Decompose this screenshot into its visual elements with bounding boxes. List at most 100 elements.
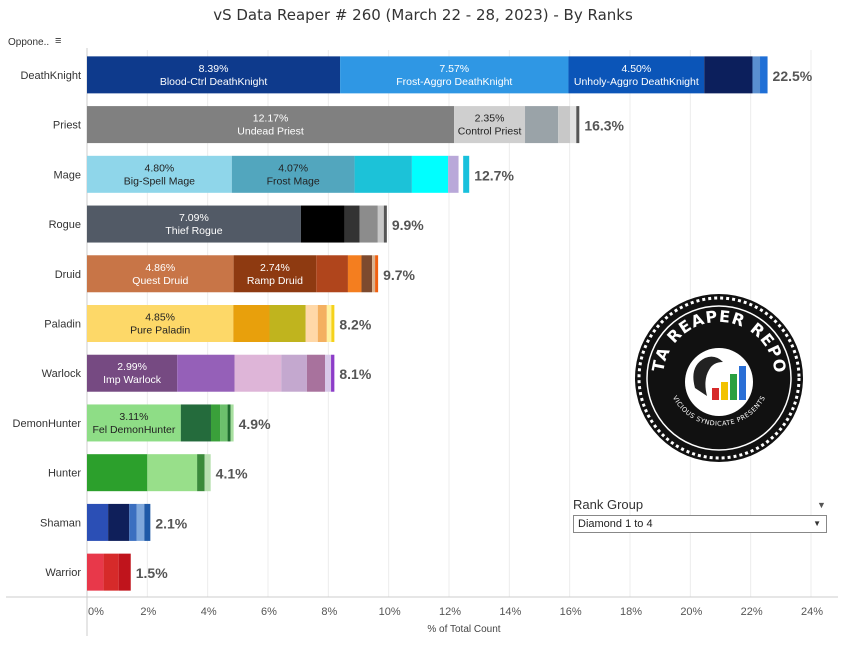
x-tick-label: 0% [88, 606, 104, 618]
bar-segment [87, 106, 455, 144]
class-total-label: 9.9% [392, 217, 424, 233]
bar-segment [361, 255, 373, 293]
class-label: Priest [53, 120, 81, 132]
class-label: Hunter [48, 468, 81, 480]
class-total-label: 4.9% [239, 416, 271, 432]
x-tick-label: 12% [439, 606, 461, 618]
bar-segment [180, 404, 211, 442]
class-label: Rogue [49, 219, 81, 231]
segment-value-label: 8.39% [199, 63, 229, 75]
bar-segment [752, 56, 761, 94]
sort-field-label[interactable]: Oppone.. [8, 37, 50, 48]
x-tick-label: 22% [741, 606, 763, 618]
x-tick-label: 2% [140, 606, 156, 618]
segment-value-label: 7.57% [439, 63, 469, 75]
rank-group-select[interactable]: Diamond 1 to 4 ▼ [573, 515, 827, 533]
bar-segment [354, 155, 412, 193]
bar-segment [87, 155, 232, 193]
bar-segment [144, 503, 151, 541]
segment-archetype-label: Undead Priest [237, 126, 304, 138]
bar-segment [87, 503, 109, 541]
class-total-label: 9.7% [383, 267, 415, 283]
class-label: Warlock [42, 368, 82, 380]
segment-value-label: 7.09% [179, 212, 209, 224]
bar-segment [305, 305, 318, 342]
segment-archetype-label: Frost Mage [267, 175, 320, 187]
segment-archetype-label: Pure Paladin [130, 325, 190, 337]
bar-segment [231, 155, 355, 193]
rank-group-menu-arrow-icon[interactable]: ▼ [817, 500, 826, 510]
bar-segment [108, 503, 130, 541]
segment-value-label: 4.85% [145, 312, 175, 324]
bar-segment [197, 454, 205, 492]
bar-segment [383, 205, 387, 243]
class-total-label: 1.5% [136, 565, 168, 581]
bar-segment [87, 56, 341, 94]
class-label: Paladin [44, 319, 81, 331]
bar-segment [458, 155, 464, 193]
segment-archetype-label: Big-Spell Mage [124, 175, 195, 187]
bar-segment [210, 404, 221, 442]
segment-value-label: 2.74% [260, 262, 290, 274]
bar-segment [372, 255, 376, 293]
bar-segment [359, 205, 378, 243]
segment-value-label: 12.17% [253, 113, 289, 125]
bar-segment [233, 255, 317, 293]
segment-value-label: 4.07% [278, 162, 308, 174]
bar-segment [306, 354, 326, 392]
bar-segment [87, 404, 181, 442]
bar-segment [454, 106, 526, 144]
class-label: DeathKnight [20, 70, 81, 82]
x-tick-label: 20% [680, 606, 702, 618]
bar-segment [331, 354, 335, 392]
dropdown-caret-icon: ▼ [813, 519, 821, 528]
segment-archetype-label: Quest Druid [132, 275, 188, 287]
segment-archetype-label: Imp Warlock [103, 374, 162, 386]
bar-segment [234, 354, 282, 392]
bar-segment [576, 106, 580, 144]
bar-segment [103, 553, 119, 591]
sort-icon[interactable]: ≡ [55, 35, 62, 47]
bar-segment [87, 255, 234, 293]
class-total-label: 4.1% [216, 466, 248, 482]
segment-value-label: 3.11% [119, 411, 148, 423]
segment-value-label: 2.35% [475, 113, 505, 125]
class-total-label: 8.1% [339, 366, 371, 382]
class-total-label: 12.7% [474, 167, 514, 183]
bar-segment [227, 404, 231, 442]
segment-value-label: 4.86% [145, 262, 175, 274]
class-label: DemonHunter [13, 418, 82, 430]
bar-segment [300, 205, 345, 243]
bar-segment [448, 155, 459, 193]
bar-segment [558, 106, 571, 144]
x-tick-label: 8% [321, 606, 337, 618]
x-axis-label: % of Total Count [427, 624, 500, 635]
chart-title: vS Data Reaper # 260 (March 22 - 28, 202… [213, 6, 633, 24]
bar-segment [568, 56, 705, 94]
bar-segment [347, 255, 362, 293]
class-label: Warrior [45, 567, 81, 579]
class-label: Mage [53, 169, 81, 181]
class-total-label: 16.3% [584, 118, 624, 134]
bar-segment [331, 305, 335, 342]
segment-archetype-label: Ramp Druid [247, 275, 303, 287]
x-tick-label: 6% [261, 606, 277, 618]
segment-value-label: 4.50% [621, 63, 651, 75]
class-label: Druid [55, 269, 81, 281]
segment-archetype-label: Thief Rogue [165, 225, 222, 237]
bar-segment [136, 503, 145, 541]
bar-segment [760, 56, 768, 94]
x-tick-label: 14% [499, 606, 521, 618]
bar-segment [129, 503, 137, 541]
segment-archetype-label: Frost-Aggro DeathKnight [396, 76, 512, 88]
bar-segment [704, 56, 753, 94]
bar-segment [317, 305, 327, 342]
bar-segment [87, 305, 234, 342]
bar-segment [340, 56, 569, 94]
bar-segment [316, 255, 348, 293]
bar-segment [525, 106, 559, 144]
bar-segment [375, 255, 379, 293]
bar-segment [344, 205, 360, 243]
segment-value-label: 4.80% [145, 162, 175, 174]
bar-segment [233, 305, 270, 342]
